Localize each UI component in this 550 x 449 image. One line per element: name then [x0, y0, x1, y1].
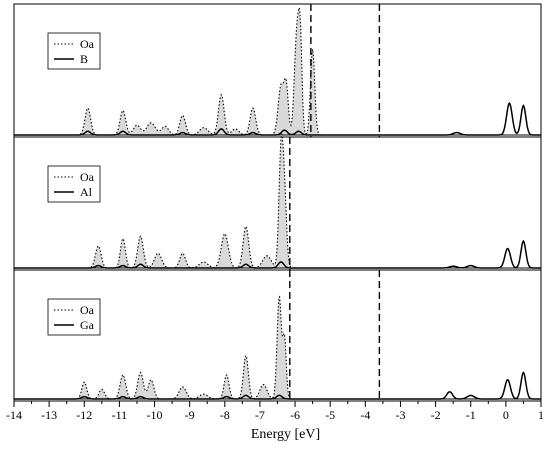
x-tick-label: -1 — [466, 408, 476, 422]
x-tick-label: -10 — [147, 408, 163, 422]
legend-box — [47, 298, 101, 336]
panel-1: OaB — [14, 4, 541, 137]
x-tick-label: 1 — [538, 408, 544, 422]
series-line-oa — [14, 5, 541, 136]
series-area-oa — [14, 133, 541, 268]
legend-label-oa: Oa — [80, 170, 95, 184]
series-area-oa — [14, 296, 541, 399]
legend-label-oa: Oa — [80, 37, 95, 51]
x-tick-label: -14 — [6, 408, 22, 422]
legend: OaB — [47, 32, 101, 70]
legend-label-oa: Oa — [80, 303, 95, 317]
series-line-oa — [14, 133, 541, 269]
x-tick-label: -3 — [395, 408, 405, 422]
x-tick-label: -11 — [112, 408, 128, 422]
series-line-al — [14, 239, 541, 269]
legend-label-b: B — [80, 52, 88, 66]
x-tick-label: -12 — [76, 408, 92, 422]
legend-label-ga: Ga — [80, 318, 95, 332]
x-tick-label: -7 — [255, 408, 265, 422]
x-tick-label: -8 — [220, 408, 230, 422]
x-tick-label: -5 — [325, 408, 335, 422]
x-tick-label: -13 — [41, 408, 57, 422]
x-tick-label: -2 — [431, 408, 441, 422]
x-tick-label: -4 — [360, 408, 370, 422]
legend-label-al: Al — [80, 185, 93, 199]
x-tick-label: 0 — [503, 408, 509, 422]
legend-box — [47, 165, 101, 203]
x-axis-title: Energy [eV] — [251, 427, 320, 442]
x-tick-label: -6 — [290, 408, 300, 422]
x-tick-label: -9 — [185, 408, 195, 422]
legend-box — [47, 32, 101, 70]
x-axis: -14 -13 -12 -11 -10 -9 -8 -7 -6 -5 -4 -3 -2 -1 0 1 — [6, 401, 544, 422]
series-line-oa — [14, 295, 541, 400]
